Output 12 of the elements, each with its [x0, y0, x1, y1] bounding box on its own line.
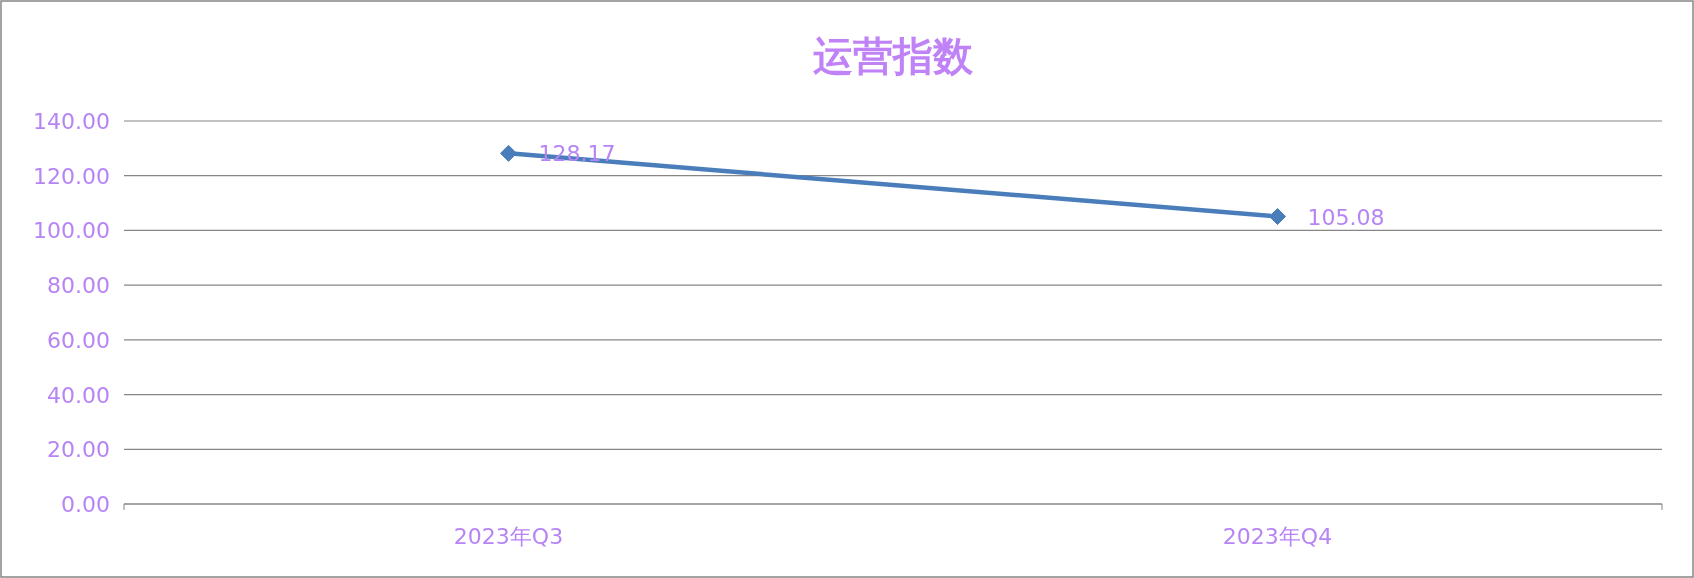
chart-title: 运营指数 [813, 33, 974, 79]
y-tick-label: 0.00 [61, 492, 110, 517]
y-tick-label: 60.00 [47, 327, 110, 353]
x-tick-label: 2023年Q4 [1222, 524, 1333, 549]
y-tick-label: 80.00 [47, 273, 110, 299]
data-label: 105.08 [1307, 204, 1385, 230]
y-tick-label: 140.00 [33, 109, 110, 134]
y-tick-label: 40.00 [47, 382, 110, 408]
y-tick-label: 100.00 [33, 218, 110, 244]
x-tick-label: 2023年Q3 [453, 524, 564, 549]
y-tick-label: 20.00 [47, 437, 110, 463]
y-tick-label: 120.00 [33, 163, 110, 189]
